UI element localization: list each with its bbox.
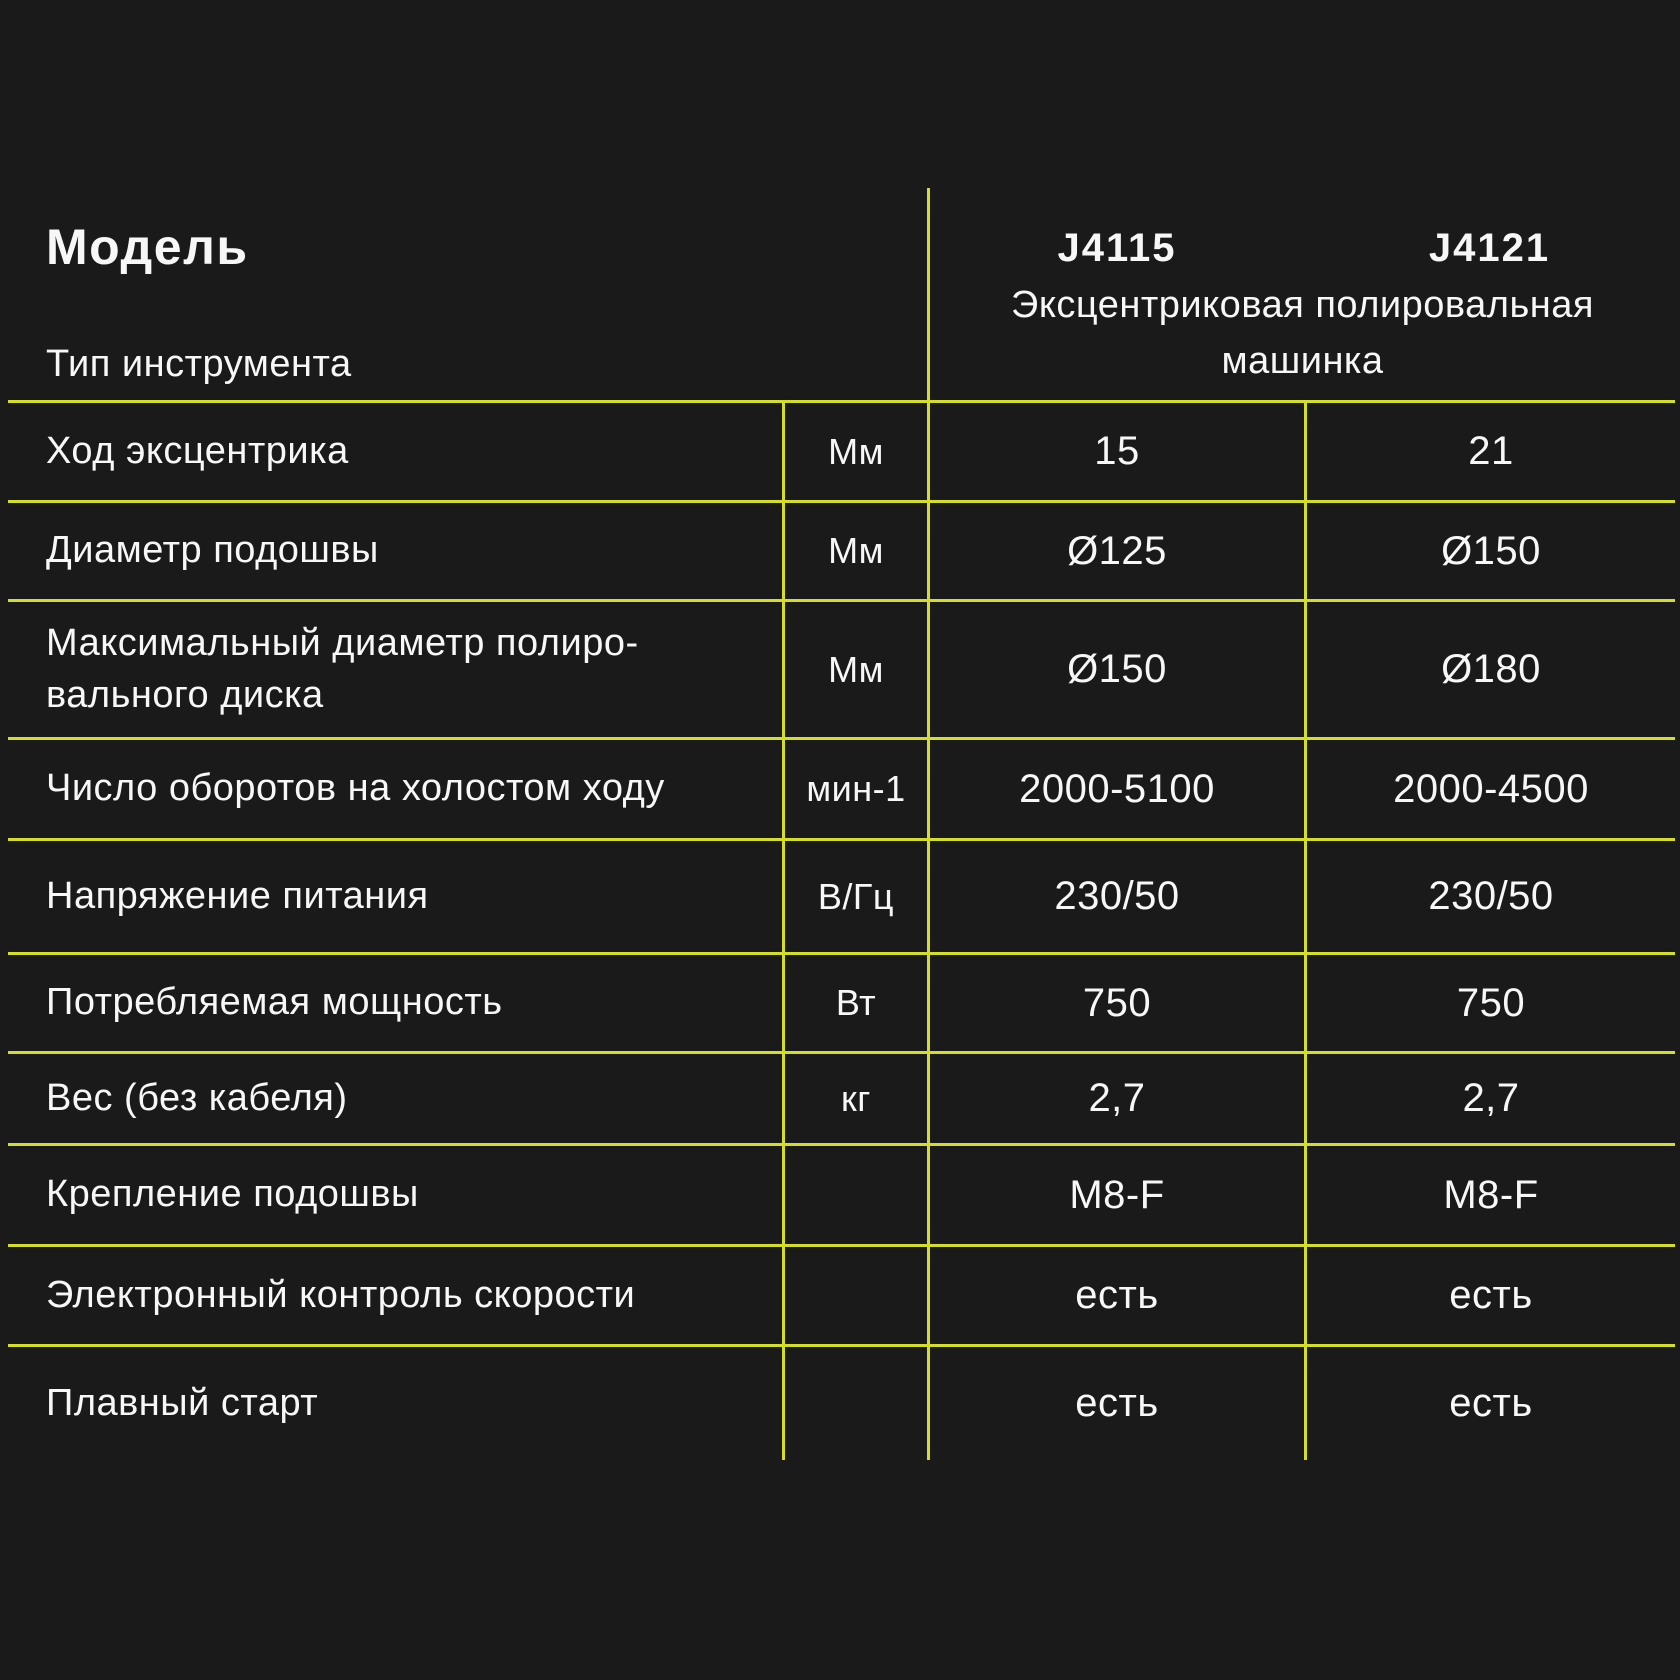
row-unit: В/Гц (782, 841, 927, 952)
row-value-j4121: 21 (1304, 403, 1675, 500)
model-header: Модель (46, 219, 249, 275)
row-value-j4115: 2,7 (927, 1054, 1304, 1143)
table-row: Максимальный диаметр полиро- вального ди… (8, 599, 1675, 737)
row-label: Ход эксцентрика (46, 429, 349, 472)
table-row: Вес (без кабеля) кг 2,7 2,7 (8, 1051, 1675, 1143)
row-label: Крепление подошвы (46, 1173, 419, 1216)
row-value-j4115: есть (927, 1347, 1304, 1460)
row-label: Число оборотов на холостом ходу (46, 767, 665, 810)
row-value-j4121: Ø150 (1304, 503, 1675, 599)
row-value-j4115: Ø150 (927, 602, 1304, 737)
row-unit: Мм (782, 403, 927, 500)
table-row: Ход эксцентрика Мм 15 21 (8, 400, 1675, 500)
table-row: Плавный старт есть есть (8, 1344, 1675, 1460)
row-value-j4121: M8-F (1304, 1146, 1675, 1244)
table-row: Напряжение питания В/Гц 230/50 230/50 (8, 838, 1675, 952)
row-label: Диаметр подошвы (46, 529, 379, 572)
row-value-j4121: 750 (1304, 955, 1675, 1051)
table-row: Крепление подошвы M8-F M8-F (8, 1143, 1675, 1244)
table-row: Потребляемая мощность Вт 750 750 (8, 952, 1675, 1051)
row-value-j4115: 230/50 (927, 841, 1304, 952)
row-value-j4121: Ø180 (1304, 602, 1675, 737)
header-values-area: J4115 J4121 Эксцентриковая полировальная… (927, 188, 1675, 400)
row-value-j4115: Ø125 (927, 503, 1304, 599)
row-value-j4121: есть (1304, 1347, 1675, 1460)
row-unit (782, 1146, 927, 1244)
row-value-j4115: 2000-5100 (927, 740, 1304, 838)
table-row: Число оборотов на холостом ходу мин-1 20… (8, 737, 1675, 838)
table-row: Диаметр подошвы Мм Ø125 Ø150 (8, 500, 1675, 599)
row-unit: кг (782, 1054, 927, 1143)
row-unit (782, 1247, 927, 1344)
tool-type-label: Тип инструмента (46, 343, 352, 385)
column-header-j4115: J4115 (1057, 226, 1177, 270)
row-label: Максимальный диаметр полиро- вального ди… (46, 622, 639, 716)
row-value-j4115: M8-F (927, 1146, 1304, 1244)
row-label: Электронный контроль скорости (46, 1273, 636, 1316)
row-label: Плавный старт (46, 1381, 319, 1424)
row-unit: мин-1 (782, 740, 927, 838)
row-label: Потребляемая мощность (46, 981, 503, 1024)
row-value-j4115: 15 (927, 403, 1304, 500)
row-unit: Мм (782, 602, 927, 737)
row-unit: Вт (782, 955, 927, 1051)
model-name-columns: J4115 J4121 (930, 188, 1675, 271)
header-left-area: Модель Тип инструмента (8, 188, 927, 400)
column-header-j4121: J4121 (1428, 226, 1551, 270)
row-label: Напряжение питания (46, 874, 429, 917)
row-value-j4121: 230/50 (1304, 841, 1675, 952)
row-value-j4115: есть (927, 1247, 1304, 1344)
row-value-j4121: 2,7 (1304, 1054, 1675, 1143)
row-unit (782, 1347, 927, 1460)
row-label: Вес (без кабеля) (46, 1076, 348, 1119)
table-header: Модель Тип инструмента J4115 J4121 Эксце… (8, 188, 1675, 400)
table-row: Электронный контроль скорости есть есть (8, 1244, 1675, 1344)
row-unit: Мм (782, 503, 927, 599)
spec-table: Модель Тип инструмента J4115 J4121 Эксце… (8, 188, 1675, 1460)
row-value-j4115: 750 (927, 955, 1304, 1051)
row-value-j4121: 2000-4500 (1304, 740, 1675, 838)
row-value-j4121: есть (1304, 1247, 1675, 1344)
tool-type-value: Эксцентриковая полировальная машинка (1011, 284, 1594, 382)
